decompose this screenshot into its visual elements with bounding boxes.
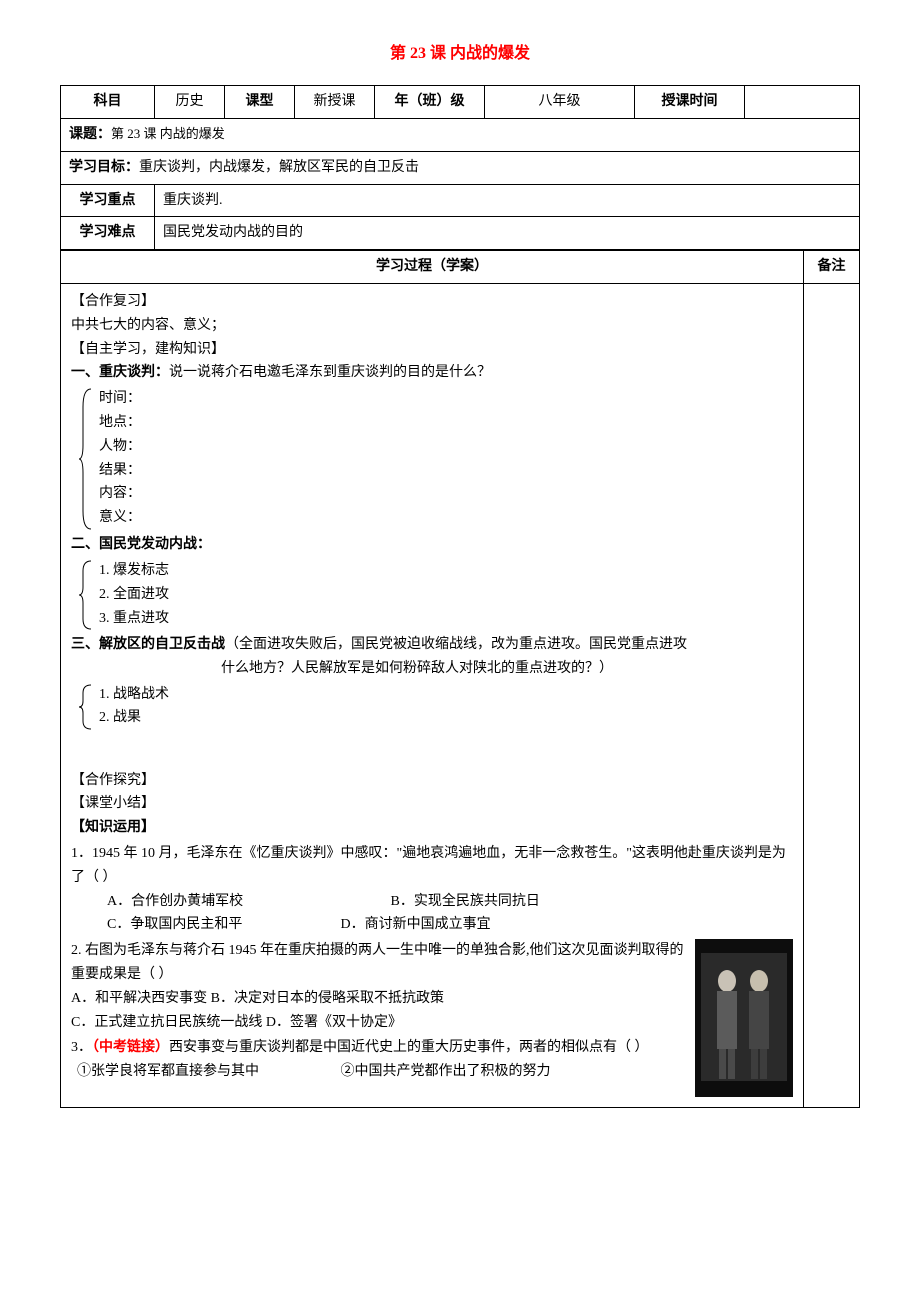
type-label: 课型 — [225, 86, 295, 119]
s1-item-0: 时间： — [99, 387, 793, 411]
brace-icon — [77, 683, 95, 731]
grade-label: 年（班）级 — [375, 86, 485, 119]
coop-heading: 【合作探究】 — [71, 769, 793, 793]
s1-question: 说一说蒋介石电邀毛泽东到重庆谈判的目的是什么？ — [169, 365, 491, 380]
process-body-row: 【合作复习】 中共七大的内容、意义； 【自主学习，建构知识】 一、重庆谈判：说一… — [61, 283, 860, 1107]
q2-opts-line2: C．正式建立抗日民族统一战线 D．签署《双十协定》 — [71, 1011, 793, 1035]
s1-brace-block: 时间： 地点： 人物： 结果： 内容： 意义： — [71, 387, 793, 531]
s1-item-3: 结果： — [99, 459, 793, 483]
s1-item-2: 人物： — [99, 435, 793, 459]
q2-opts-line1: A．和平解决西安事变 B．决定对日本的侵略采取不抵抗政策 — [71, 987, 793, 1011]
s3-item-1: 2. 战果 — [99, 706, 793, 730]
review-body: 中共七大的内容、意义； — [71, 314, 793, 338]
process-label: 学习过程（学案） — [61, 251, 804, 284]
summary-heading: 【课堂小结】 — [71, 792, 793, 816]
s2-item-0: 1. 爆发标志 — [99, 559, 793, 583]
q1-options-line2: C．争取国内民主和平 D．商讨新中国成立事宜 — [71, 913, 793, 937]
historical-photo — [695, 939, 793, 1097]
q1-opt-c: C．争取国内民主和平 — [107, 913, 337, 937]
brace-icon — [77, 387, 95, 531]
note-column — [804, 283, 860, 1107]
s2-item-1: 2. 全面进攻 — [99, 583, 793, 607]
s2-item-2: 3. 重点进攻 — [99, 607, 793, 631]
grade-value: 八年级 — [485, 86, 635, 119]
q3-opt-2: ②中国共产党都作出了积极的努力 — [341, 1064, 551, 1079]
time-label: 授课时间 — [635, 86, 745, 119]
section-3-heading: 三、解放区的自卫反击战（全面进攻失败后，国民党被迫收缩战线，改为重点进攻。国民党… — [71, 633, 793, 657]
q3-post: 西安事变与重庆谈判都是中国近代史上的重大历史事件，两者的相似点有（ ） — [169, 1040, 649, 1055]
diff-value: 国民党发动内战的目的 — [155, 217, 860, 250]
review-heading: 【合作复习】 — [71, 290, 793, 314]
s1-title: 一、重庆谈判： — [71, 365, 169, 380]
s1-item-4: 内容： — [99, 482, 793, 506]
s3-paren2: 什么地方？人民解放军是如何粉碎敌人对陕北的重点进攻的？） — [71, 657, 793, 681]
document-title: 第 23 课 内战的爆发 — [60, 40, 860, 67]
spacer — [71, 733, 793, 769]
section-2-heading: 二、国民党发动内战： — [71, 533, 793, 557]
diff-row: 学习难点 国民党发动内战的目的 — [61, 217, 860, 250]
time-value — [745, 86, 860, 119]
s1-item-1: 地点： — [99, 411, 793, 435]
key-row: 学习重点 重庆谈判. — [61, 184, 860, 217]
s2-brace-block: 1. 爆发标志 2. 全面进攻 3. 重点进攻 — [71, 559, 793, 631]
note-label: 备注 — [804, 251, 860, 284]
process-header-row: 学习过程（学案） 备注 — [61, 251, 860, 284]
q3-pre: 3． — [71, 1040, 92, 1055]
goal-row: 学习目标：重庆谈判，内战爆发，解放区军民的自卫反击 — [61, 151, 860, 184]
question-3: 3．（中考链接）西安事变与重庆谈判都是中国近代史上的重大历史事件，两者的相似点有… — [71, 1036, 793, 1060]
topic-row: 课题：第 23 课 内战的爆发 — [61, 118, 860, 151]
s3-brace-block: 1. 战略战术 2. 战果 — [71, 683, 793, 731]
q3-opt-1: ①张学良将军都直接参与其中 — [77, 1060, 337, 1084]
subject-label: 科目 — [61, 86, 155, 119]
type-value: 新授课 — [295, 86, 375, 119]
topic-value: 第 23 课 内战的爆发 — [111, 126, 225, 141]
brace-icon — [77, 559, 95, 631]
use-heading: 【知识运用】 — [71, 816, 793, 840]
s3-title: 三、解放区的自卫反击战 — [71, 637, 225, 652]
photo-placeholder-icon — [695, 939, 793, 1097]
goal-cell: 学习目标：重庆谈判，内战爆发，解放区军民的自卫反击 — [61, 151, 860, 184]
exam-tag: （中考链接） — [92, 1040, 169, 1055]
goal-label: 学习目标： — [69, 160, 139, 175]
topic-cell: 课题：第 23 课 内战的爆发 — [61, 118, 860, 151]
q3-options-line: ①张学良将军都直接参与其中 ②中国共产党都作出了积极的努力 — [71, 1060, 793, 1084]
process-body: 【合作复习】 中共七大的内容、意义； 【自主学习，建构知识】 一、重庆谈判：说一… — [61, 283, 804, 1107]
key-value: 重庆谈判. — [155, 184, 860, 217]
goal-value: 重庆谈判，内战爆发，解放区军民的自卫反击 — [139, 160, 419, 175]
q1-opt-b: B．实现全民族共同抗日 — [391, 894, 540, 909]
q1-opt-d: D．商讨新中国成立事宜 — [341, 917, 491, 932]
q1-options-line1: A．合作创办黄埔军校 B．实现全民族共同抗日 — [71, 890, 793, 914]
self-study-heading: 【自主学习，建构知识】 — [71, 338, 793, 362]
main-table: 学习过程（学案） 备注 【合作复习】 中共七大的内容、意义； 【自主学习，建构知… — [60, 250, 860, 1108]
header-row-1: 科目 历史 课型 新授课 年（班）级 八年级 授课时间 — [61, 86, 860, 119]
s1-item-5: 意义： — [99, 506, 793, 530]
topic-label: 课题： — [69, 127, 111, 142]
question-2: 2. 右图为毛泽东与蒋介石 1945 年在重庆拍摄的两人一生中唯一的单独合影,他… — [71, 939, 793, 987]
section-1-heading: 一、重庆谈判：说一说蒋介石电邀毛泽东到重庆谈判的目的是什么？ — [71, 361, 793, 385]
s3-paren1: （全面进攻失败后，国民党被迫收缩战线，改为重点进攻。国民党重点进攻 — [225, 637, 687, 652]
header-table: 科目 历史 课型 新授课 年（班）级 八年级 授课时间 课题：第 23 课 内战… — [60, 85, 860, 250]
subject-value: 历史 — [155, 86, 225, 119]
question-1: 1．1945 年 10 月，毛泽东在《忆重庆谈判》中感叹："遍地哀鸿遍地血，无非… — [71, 842, 793, 890]
key-label: 学习重点 — [61, 184, 155, 217]
diff-label: 学习难点 — [61, 217, 155, 250]
s3-item-0: 1. 战略战术 — [99, 683, 793, 707]
q1-opt-a: A．合作创办黄埔军校 — [107, 890, 387, 914]
